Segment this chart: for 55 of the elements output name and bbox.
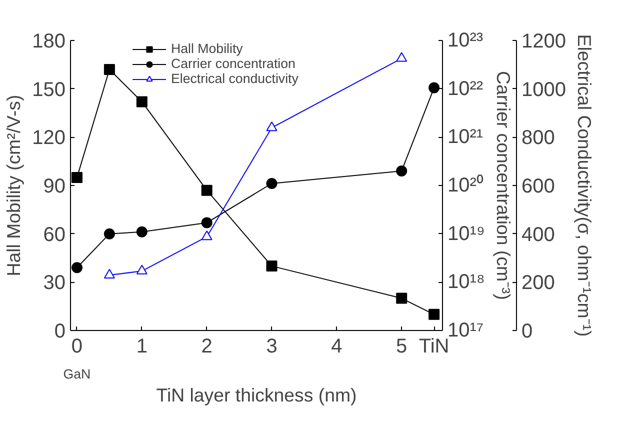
y2-tick-label: 10¹⁷	[448, 320, 484, 342]
y-tick-label: 90	[43, 176, 66, 198]
point	[396, 292, 408, 304]
y3-tick-label: 800	[522, 127, 555, 150]
point	[201, 230, 212, 240]
point	[201, 217, 212, 228]
y2-axis-title: Carrier concentration (cm⁻³)	[492, 71, 514, 300]
x-tick-label: TiN	[418, 336, 450, 358]
y3-tick-label: 1000	[522, 78, 566, 101]
point	[428, 308, 440, 320]
legend-label: Carrier concentration	[171, 56, 296, 71]
point	[428, 82, 440, 94]
point	[136, 96, 148, 108]
y2-tick-label: 10²²	[448, 78, 484, 100]
text: GaN	[63, 366, 91, 382]
x-tick-label: 5	[396, 336, 408, 358]
point	[266, 178, 278, 189]
y3-tick-label: 0	[522, 320, 533, 342]
y2-tick-label: 10¹⁸	[448, 271, 485, 294]
y-tick-label: 0	[54, 320, 66, 342]
point	[136, 226, 148, 238]
y2-tick-label: 10²¹	[448, 126, 484, 148]
y-tick-label: 120	[32, 127, 66, 150]
y2-tick-label: 10²³	[448, 30, 484, 52]
point	[104, 64, 115, 75]
point	[136, 264, 148, 274]
point	[104, 228, 115, 240]
x-tick-label: 0	[71, 336, 83, 358]
point	[71, 262, 82, 274]
x-tick-label: 3	[266, 336, 278, 358]
x-tick-label: 1	[136, 336, 148, 358]
y3-tick-label: 1200	[522, 30, 566, 52]
y2-tick-label: 10¹⁹	[448, 222, 485, 245]
y-tick-label: 60	[43, 224, 66, 246]
x-tick-label: 2	[201, 336, 212, 358]
x-axis-title: TiN layer thickness (nm)	[156, 384, 357, 406]
legend-label: Hall Mobility	[171, 41, 243, 56]
y3-tick-label: 400	[522, 224, 555, 246]
point	[396, 52, 408, 62]
point	[104, 268, 115, 279]
y-tick-label: 150	[32, 78, 66, 101]
y-axis-title: Hall Mobility (cm²/V-s)	[3, 94, 24, 276]
point	[396, 165, 408, 176]
x-tick-label: 4	[331, 336, 342, 358]
y3-axis-title: Electrical Conductivity(σ, ohm⁻¹cm⁻¹)	[574, 34, 595, 337]
y3-tick-label: 200	[522, 272, 555, 294]
y3-tick-label: 600	[522, 176, 555, 198]
y-tick-label: 30	[43, 272, 66, 294]
point	[266, 121, 278, 132]
point	[71, 172, 82, 183]
point	[201, 184, 212, 196]
y2-tick-label: 10²⁰	[448, 174, 484, 196]
legend-label: Electrical conductivity	[171, 71, 298, 86]
point	[266, 260, 278, 272]
y-tick-label: 180	[32, 30, 66, 52]
